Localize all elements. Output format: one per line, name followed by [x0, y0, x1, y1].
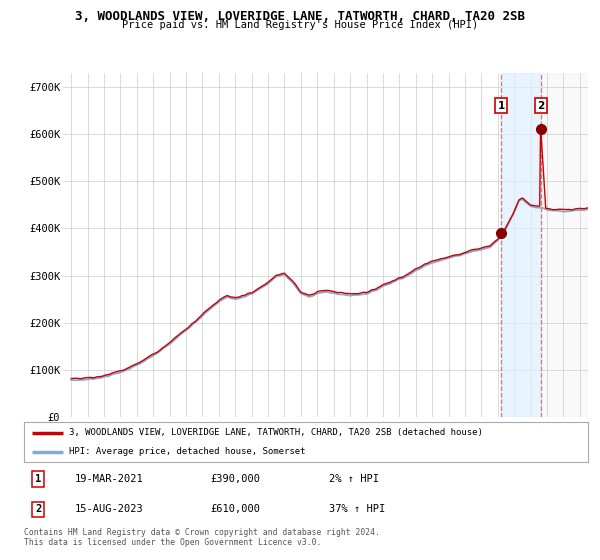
Text: Price paid vs. HM Land Registry's House Price Index (HPI): Price paid vs. HM Land Registry's House …	[122, 20, 478, 30]
Text: 2% ↑ HPI: 2% ↑ HPI	[329, 474, 379, 484]
Text: 1: 1	[497, 101, 505, 111]
Bar	[541, 73, 596, 417]
Text: HPI: Average price, detached house, Somerset: HPI: Average price, detached house, Some…	[69, 447, 305, 456]
Text: £610,000: £610,000	[210, 505, 260, 515]
Text: Contains HM Land Registry data © Crown copyright and database right 2024.
This d: Contains HM Land Registry data © Crown c…	[24, 528, 380, 547]
Text: 2: 2	[537, 101, 544, 111]
Text: 2: 2	[35, 505, 41, 515]
Bar	[541, 73, 596, 417]
Text: 15-AUG-2023: 15-AUG-2023	[75, 505, 143, 515]
Text: 1: 1	[35, 474, 41, 484]
Text: 37% ↑ HPI: 37% ↑ HPI	[329, 505, 385, 515]
Text: 3, WOODLANDS VIEW, LOVERIDGE LANE, TATWORTH, CHARD, TA20 2SB: 3, WOODLANDS VIEW, LOVERIDGE LANE, TATWO…	[75, 10, 525, 23]
Text: £390,000: £390,000	[210, 474, 260, 484]
Text: 3, WOODLANDS VIEW, LOVERIDGE LANE, TATWORTH, CHARD, TA20 2SB (detached house): 3, WOODLANDS VIEW, LOVERIDGE LANE, TATWO…	[69, 428, 483, 437]
Text: 19-MAR-2021: 19-MAR-2021	[75, 474, 143, 484]
Bar	[501, 73, 541, 417]
